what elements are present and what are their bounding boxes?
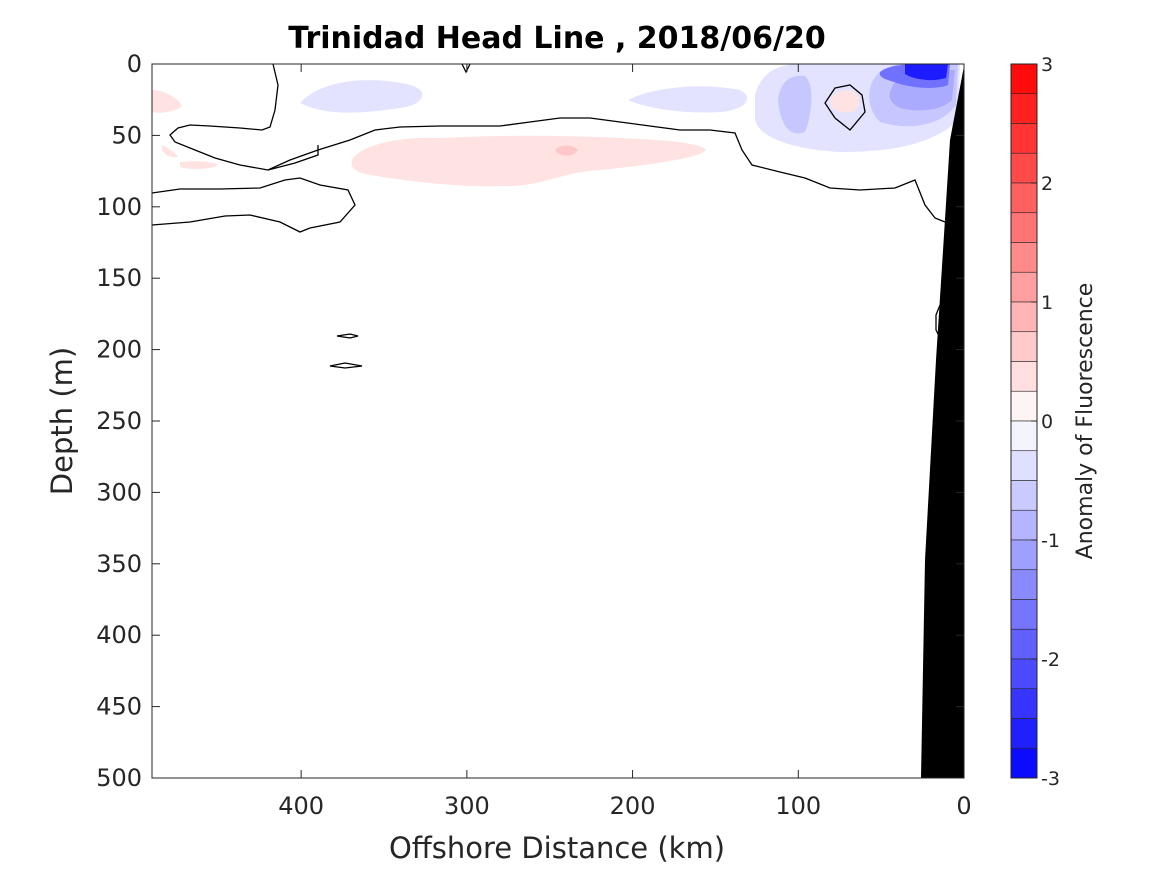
colorbar-tick-label: -2	[1041, 649, 1060, 671]
y-tick-label: 500	[96, 764, 142, 792]
y-tick-label: 100	[96, 193, 142, 221]
zero-contour-shallow-a	[267, 145, 319, 171]
colorbar-swatch	[1010, 182, 1038, 214]
colorbar-swatch	[1010, 747, 1038, 779]
colorbar-swatch	[1010, 688, 1038, 719]
pos-anomaly-subsurface	[351, 135, 706, 187]
pos-anomaly-offshore-3	[162, 145, 178, 158]
colorbar-tick-label: 1	[1041, 292, 1053, 314]
colorbar-swatch	[1010, 718, 1038, 749]
y-tick-label: 150	[96, 264, 142, 292]
x-tick-label: 400	[278, 792, 324, 820]
colorbar-tick-label: -3	[1041, 768, 1060, 790]
x-tick-label: 0	[956, 792, 971, 820]
neg-anomaly-inshore-core	[905, 64, 948, 81]
colorbar-swatch	[1010, 509, 1038, 541]
zero-contour-upper	[169, 63, 946, 223]
pos-anomaly-offshore-2	[180, 161, 218, 170]
y-tick-label: 400	[96, 621, 142, 649]
colorbar-swatch	[1010, 599, 1038, 630]
colorbar-tick-label: -1	[1041, 530, 1060, 552]
neg-anomaly-mid	[628, 86, 748, 113]
zero-contour-offshore-1	[151, 177, 356, 233]
colorbar-swatch	[1010, 569, 1038, 600]
y-axis: 0 50 100 150 200 250 300 350 400 450 500	[96, 50, 964, 792]
colorbar-tick-label: 2	[1041, 173, 1053, 195]
colorbar-swatch	[1010, 212, 1038, 243]
x-tick-label: 100	[775, 792, 821, 820]
colorbar	[1010, 63, 1038, 779]
colorbar-swatch	[1010, 539, 1038, 571]
pos-anomaly-subsurface-core	[555, 145, 578, 156]
y-tick-label: 350	[96, 550, 142, 578]
zero-contour-lines	[151, 63, 946, 369]
colorbar-swatch	[1010, 331, 1038, 362]
colorbar-label: Anomaly of Fluorescence	[1073, 283, 1098, 560]
y-tick-label: 200	[96, 336, 142, 364]
colorbar-ticks: 3 2 1 0 -1 -2 -3	[1031, 54, 1060, 790]
colorbar-swatch	[1010, 480, 1038, 511]
pos-anomaly-offshore-1	[152, 90, 182, 113]
plot-area	[152, 64, 964, 778]
y-tick-label: 300	[96, 478, 142, 506]
colorbar-swatch	[1010, 271, 1038, 303]
colorbar-swatch	[1010, 361, 1038, 392]
neg-anomaly-shelf-core	[778, 75, 812, 134]
y-tick-label: 450	[96, 693, 142, 721]
y-axis-label: Depth (m)	[45, 347, 79, 495]
colorbar-swatch	[1010, 390, 1038, 422]
colorbar-swatch	[1010, 242, 1038, 273]
colorbar-tick-label: 3	[1041, 54, 1053, 76]
x-axis: 400 300 200 100 0	[278, 64, 972, 820]
zero-contour-deep-1	[336, 333, 359, 339]
bathymetry-seafloor	[921, 66, 964, 778]
colorbar-swatch	[1010, 450, 1038, 481]
y-tick-label: 50	[111, 121, 142, 149]
zero-contour-deep-2	[329, 362, 363, 369]
colorbar-swatch	[1010, 63, 1038, 95]
colorbar-swatch	[1010, 301, 1038, 333]
zero-contour-notch	[461, 63, 471, 74]
pos-anomaly-inshore-eddy	[830, 90, 860, 113]
anomaly-fills	[152, 64, 960, 187]
neg-anomaly-offshore	[300, 80, 423, 113]
zero-contour-eddy	[824, 84, 866, 131]
colorbar-swatch	[1010, 152, 1038, 184]
x-tick-label: 200	[610, 792, 656, 820]
chart-title: Trinidad Head Line , 2018/06/20	[288, 21, 825, 56]
colorbar-swatch	[1010, 123, 1038, 154]
colorbar-swatch	[1010, 420, 1038, 452]
x-tick-label: 300	[444, 792, 490, 820]
y-tick-label: 0	[127, 50, 142, 78]
colorbar-swatch	[1010, 658, 1038, 690]
y-tick-label: 250	[96, 407, 142, 435]
x-axis-label: Offshore Distance (km)	[389, 831, 725, 865]
colorbar-tick-label: 0	[1041, 411, 1053, 433]
colorbar-swatch	[1010, 93, 1038, 124]
colorbar-swatch	[1010, 628, 1038, 660]
